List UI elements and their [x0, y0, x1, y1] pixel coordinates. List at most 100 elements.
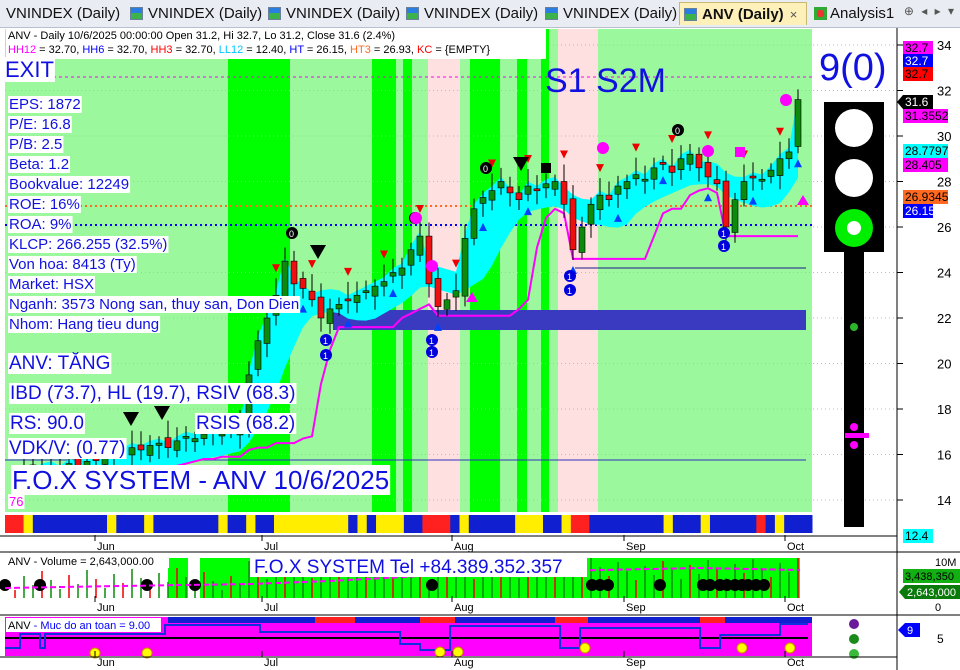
sell-arrow-icon: [776, 127, 784, 136]
magenta-triangle-icon: [466, 292, 478, 302]
strip-segment: [255, 515, 266, 533]
candle-up: [470, 208, 478, 239]
price-tick-label: 24: [937, 266, 951, 281]
strip-segment: [580, 515, 590, 533]
volume-tag-current: [899, 585, 960, 599]
tab-vnindex-1[interactable]: VNINDEX (Daily): [0, 2, 124, 25]
header-indicators: HH12 = 32.70, HH6 = 32.70, HH3 = 32.70, …: [8, 44, 490, 56]
fundamental-item-bg: [8, 216, 73, 233]
price-tag-text: 31.6: [905, 95, 929, 109]
fundamental-item: ROA: 9%: [9, 216, 72, 233]
strip-segment: [329, 515, 340, 533]
strip-segment: [719, 515, 730, 533]
price-tag: [903, 190, 948, 204]
price-tag-text: 32.7: [905, 67, 929, 81]
candle-up: [596, 194, 604, 211]
price-tick-label: 22: [937, 311, 951, 326]
current-price-tag: [897, 95, 933, 109]
close-tab-icon[interactable]: ×: [789, 7, 798, 22]
rating-badge-icon: [452, 646, 464, 658]
bar-count: 76: [9, 494, 23, 509]
month-label: Jun: [97, 657, 115, 669]
strip-segment: [505, 515, 516, 533]
system-banner-bg: [11, 465, 391, 495]
rating-badge-icon: [434, 646, 446, 658]
candle-up: [173, 440, 181, 451]
signal-text: S1 S2M: [545, 62, 666, 100]
candle-down: [605, 194, 613, 200]
tab-navigation-arrows[interactable]: ⊕ ◂ ▸ ▾: [903, 4, 956, 18]
strip-segment: [134, 515, 145, 533]
warning-triangle-icon: [123, 412, 139, 426]
strip-segment: [589, 515, 600, 533]
sell-arrow-icon: [416, 205, 424, 214]
rating-badge-icon: [141, 647, 153, 659]
rating-badge-icon: [784, 642, 796, 654]
header-ohlc: ANV - Daily 10/6/2025 00:00:00 Open 31.2…: [8, 30, 395, 42]
safety-level-line: [5, 623, 808, 651]
strip-segment: [162, 515, 173, 533]
strip-segment: [728, 515, 739, 533]
buy-arrow-icon: [614, 213, 622, 222]
candle-up: [353, 294, 361, 303]
sell-arrow-icon: [596, 164, 604, 173]
candle-up: [551, 181, 559, 190]
month-label: Oct: [787, 602, 804, 614]
month-label: Sep: [626, 657, 646, 669]
rs-label-bg: [9, 413, 85, 434]
strip-segment: [524, 515, 535, 533]
tab-vnindex-2[interactable]: VNINDEX (Daily): [126, 2, 264, 25]
month-label: Aug: [454, 541, 474, 553]
candle-up: [587, 203, 595, 225]
entry-badge-icon: [426, 334, 438, 346]
volume-spike-dot-icon: [141, 579, 153, 591]
strip-segment: [459, 515, 470, 533]
price-tick-label: 26: [937, 220, 951, 235]
candle-up: [371, 285, 379, 297]
safety-pane: [5, 617, 812, 659]
price-tag-text: 26.9345: [905, 190, 949, 204]
fundamental-item: P/B: 2.5: [9, 136, 62, 153]
candle-up: [794, 99, 802, 147]
price-tag: [903, 204, 933, 218]
strip-segment: [274, 515, 284, 533]
price-tag-text: 32.7: [905, 41, 929, 55]
magenta-square-icon: [735, 147, 745, 157]
rs-label: RS: 90.0: [10, 413, 84, 434]
entry-badge-text: 1: [721, 242, 726, 252]
sell-arrow-icon: [632, 143, 640, 152]
strip-segment: [654, 515, 665, 533]
tab-vnindex-5[interactable]: VNINDEX (Daily): [541, 2, 679, 25]
strip-segment: [765, 515, 776, 533]
candle-down: [164, 437, 172, 448]
chart-area[interactable]: 0 0 0 0 1 1 1 1 1 1 1 1 ANV - Daily 10/6/2025 00:00…: [0, 28, 960, 670]
strip-segment: [709, 515, 720, 533]
candle-down: [560, 181, 568, 205]
vdk-label: VDK/V: (0.77): [9, 438, 126, 459]
candle-up: [641, 178, 649, 182]
fundamental-item: Nhom: Hang tieu dung: [9, 316, 159, 333]
sell-arrow-icon: [272, 264, 280, 273]
volume-axis-10m: 10M: [935, 557, 956, 569]
candle-up: [191, 438, 199, 443]
strip-segment: [144, 515, 154, 533]
bar-count-bg: [8, 494, 25, 509]
strip-segment: [338, 515, 349, 533]
light-red-off-icon: [835, 109, 873, 147]
candle-up: [380, 281, 388, 287]
tab-vnindex-3[interactable]: VNINDEX (Daily): [264, 2, 402, 25]
tab-vnindex-4[interactable]: VNINDEX (Daily): [402, 2, 540, 25]
fundamental-item: Beta: 1.2: [9, 156, 69, 173]
tab-analysis1[interactable]: Analysis1: [810, 2, 898, 25]
volume-label-bg: [6, 554, 169, 568]
candle-up: [389, 272, 397, 277]
volume-spike-dot-icon: [34, 579, 46, 591]
candle-down: [290, 260, 298, 285]
strip-segment: [153, 515, 164, 533]
strip-segment: [478, 515, 488, 533]
sell-arrow-icon: [344, 267, 352, 276]
candle-up: [218, 433, 226, 437]
strip-segment: [51, 515, 62, 533]
candle-up: [677, 158, 685, 170]
tab-anv-daily[interactable]: ANV (Daily) ×: [679, 2, 807, 25]
